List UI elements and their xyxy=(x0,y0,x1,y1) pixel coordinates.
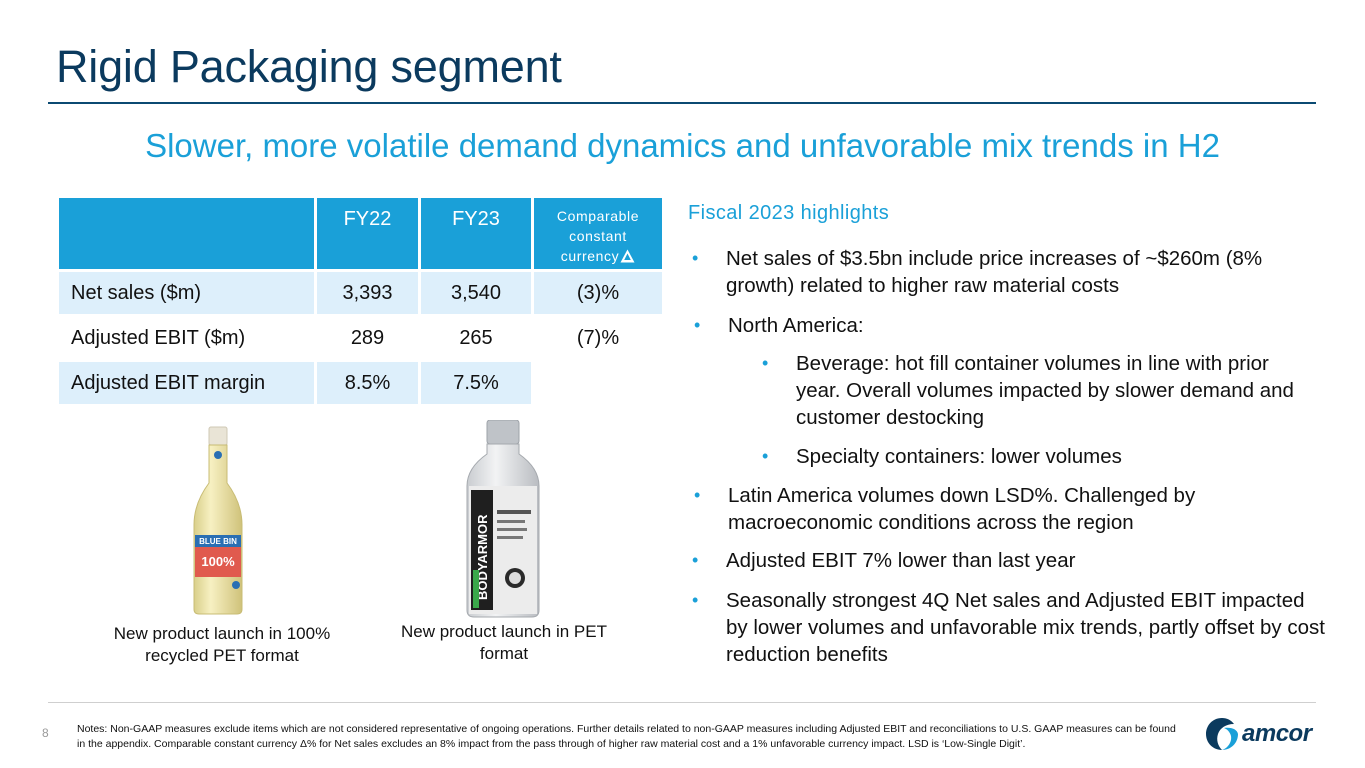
cell-fy22: 8.5% xyxy=(314,359,421,407)
highlight-text: Beverage: hot fill container volumes in … xyxy=(796,352,1294,429)
ccc-header-label: Comparable constant currency xyxy=(556,208,640,264)
cell-fy22: 289 xyxy=(314,314,421,362)
highlight-subitem: • Beverage: hot fill container volumes in… xyxy=(762,350,1296,431)
highlight-text: North America: xyxy=(728,314,864,337)
cell-ccc: (3)% xyxy=(531,269,665,317)
table-header-fy23: FY23 xyxy=(418,195,534,272)
recycled-pet-bottle-image: BLUE BIN 100% xyxy=(193,426,243,615)
highlight-item: • Seasonally strongest 4Q Net sales and A… xyxy=(692,587,1326,668)
row-label: Adjusted EBIT margin xyxy=(56,359,317,407)
amcor-logo: amcor xyxy=(1204,714,1314,756)
table-row: Adjusted EBIT ($m) 289 265 (7)% xyxy=(56,314,665,362)
cell-fy23: 265 xyxy=(418,314,534,362)
cell-ccc: (7)% xyxy=(531,314,665,362)
delta-icon xyxy=(620,249,635,263)
pet-sports-bottle-image: BODYARMOR xyxy=(466,420,540,618)
bullet-icon: • xyxy=(692,248,699,268)
page-title: Rigid Packaging segment xyxy=(56,41,562,92)
page-number: 8 xyxy=(42,726,49,740)
row-label: Adjusted EBIT ($m) xyxy=(56,314,317,362)
highlight-item: • Adjusted EBIT 7% lower than last year xyxy=(692,547,1286,574)
amcor-logo-icon xyxy=(1206,718,1238,750)
page-subtitle: Slower, more volatile demand dynamics an… xyxy=(145,127,1220,164)
bullet-icon: • xyxy=(694,315,701,335)
segment-table: FY22 FY23 Comparable constant currency N… xyxy=(56,195,665,407)
cell-fy23: 7.5% xyxy=(418,359,534,407)
bullet-icon: • xyxy=(762,446,769,466)
highlight-text: Seasonally strongest 4Q Net sales and Ad… xyxy=(726,589,1325,666)
cell-ccc xyxy=(531,359,665,407)
table-header-blank xyxy=(56,195,317,272)
footnotes: Notes: Non-GAAP measures exclude items w… xyxy=(77,723,1176,750)
highlights-title: Fiscal 2023 highlights xyxy=(688,202,890,224)
table-header-ccc: Comparable constant currency xyxy=(531,195,665,272)
highlight-item: • Net sales of $3.5bn include price incre… xyxy=(692,245,1326,299)
row-label: Net sales ($m) xyxy=(56,269,317,317)
bottle1-caption: New product launch in 100% recycled PET … xyxy=(113,624,331,665)
bullet-icon: • xyxy=(762,353,769,373)
bullet-icon: • xyxy=(694,485,701,505)
bottle1-label-2: 100% xyxy=(201,554,235,569)
bullet-icon: • xyxy=(692,590,699,610)
cell-fy22: 3,393 xyxy=(314,269,421,317)
highlight-subitem: • Specialty containers: lower volumes xyxy=(762,443,1296,470)
highlight-text: Adjusted EBIT 7% lower than last year xyxy=(726,549,1076,572)
table-row: Net sales ($m) 3,393 3,540 (3)% xyxy=(56,269,665,317)
bottle1-label-1: BLUE BIN xyxy=(199,537,237,546)
title-divider xyxy=(48,102,1316,104)
footer-divider xyxy=(48,702,1316,703)
highlight-item: • Latin America volumes down LSD%. Challe… xyxy=(694,482,1288,536)
table-header-fy22: FY22 xyxy=(314,195,421,272)
cell-fy23: 3,540 xyxy=(418,269,534,317)
amcor-logo-text: amcor xyxy=(1242,720,1312,747)
highlight-text: Specialty containers: lower volumes xyxy=(796,445,1122,468)
highlight-item: • North America: xyxy=(694,312,1288,339)
highlight-text: Latin America volumes down LSD%. Challen… xyxy=(728,484,1196,534)
highlight-text: Net sales of $3.5bn include price increa… xyxy=(726,247,1263,297)
bullet-icon: • xyxy=(692,550,699,570)
bottle2-caption: New product launch in PET format xyxy=(401,622,607,663)
table-header-row: FY22 FY23 Comparable constant currency xyxy=(56,195,665,272)
table-row: Adjusted EBIT margin 8.5% 7.5% xyxy=(56,359,665,407)
